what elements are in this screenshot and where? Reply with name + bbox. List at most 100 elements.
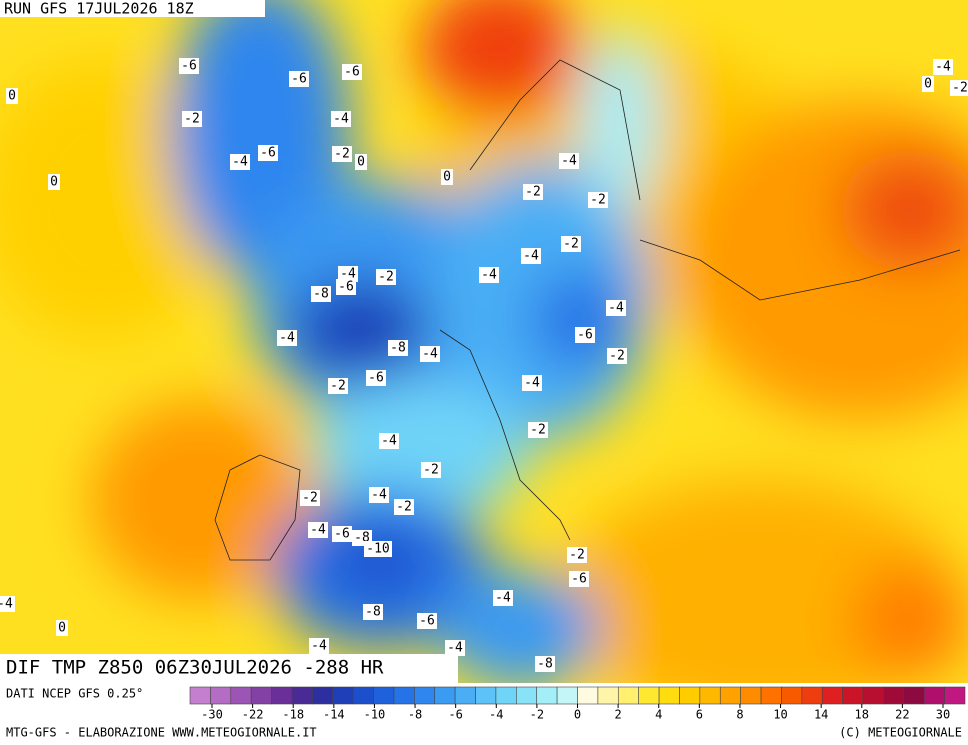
colorbar-tick-label: -30: [201, 708, 223, 722]
colorbar-swatch: [842, 686, 864, 705]
contour-label: -2: [609, 349, 625, 364]
contour-label: -6: [344, 65, 360, 80]
run-box: [0, 0, 265, 17]
contour-label: -4: [0, 597, 13, 612]
contour-label-box: [588, 192, 608, 208]
contour-label: -2: [569, 548, 585, 563]
colorbar-tick-label: 14: [814, 708, 828, 722]
contour-label-box: [331, 111, 351, 127]
contour-label-box: [311, 286, 331, 302]
contour-label: -4: [279, 331, 295, 346]
colorbar-tick-label: 2: [614, 708, 621, 722]
contour-label-box: [479, 267, 499, 283]
colorbar-swatch: [617, 686, 639, 705]
colorbar-swatch: [250, 686, 272, 705]
contour-label-box: [332, 146, 352, 162]
colorbar-swatch: [699, 686, 721, 705]
contour-label-box: [493, 590, 513, 606]
contour-label-box: [521, 248, 541, 264]
colorbar-swatch: [332, 686, 354, 705]
contour-label: -8: [537, 657, 553, 672]
colorbar-swatch: [414, 686, 436, 705]
contour-label: -2: [302, 491, 318, 506]
contour-label-box: [950, 80, 968, 96]
contour-label-box: [258, 145, 278, 161]
colorbar-tick-label: -14: [323, 708, 345, 722]
colorbar-tick-label: 18: [855, 708, 869, 722]
contour-label: -8: [390, 341, 406, 356]
contour-label: -6: [419, 614, 435, 629]
contour-label-box: [421, 462, 441, 478]
contour-label-box: [388, 340, 408, 356]
contour-label-box: [445, 640, 465, 656]
colorbar-swatch: [801, 686, 823, 705]
coastline: [214, 59, 961, 561]
source-label: DATI NCEP GFS 0.25°: [6, 687, 143, 701]
contour-label: 0: [357, 155, 365, 170]
colorbar-swatch: [271, 686, 293, 705]
contour-label-box: [277, 330, 297, 346]
contour-label-box: [363, 604, 383, 620]
colorbar-swatch: [291, 686, 313, 705]
contour-label-box: [6, 88, 18, 104]
colorbar-tick-label: 4: [655, 708, 662, 722]
contour-label: -2: [330, 379, 346, 394]
colorbar-swatch: [883, 686, 905, 705]
colorbar-swatch: [373, 686, 395, 705]
colorbar-swatch: [352, 686, 374, 705]
contour-label-box: [523, 184, 543, 200]
colorbar-swatch: [781, 686, 803, 705]
contour-label: -4: [935, 60, 951, 75]
contour-label: 0: [50, 175, 58, 190]
colorbar-swatch: [740, 686, 762, 705]
contour-label: -4: [523, 249, 539, 264]
contour-label-box: [379, 433, 399, 449]
contour-label: -4: [608, 301, 624, 316]
colorbar-swatch: [577, 686, 599, 705]
contour-label-box: [366, 370, 386, 386]
contour-label-box: [355, 154, 367, 170]
contour-label: 0: [8, 89, 16, 104]
contour-label-box: [933, 59, 953, 75]
map-title: DIF TMP Z850 06Z30JUL2026 -288 HR: [6, 657, 384, 679]
contour-label: -4: [340, 267, 356, 282]
colorbar-swatch: [516, 686, 538, 705]
contour-label-box: [417, 613, 437, 629]
contour-label-box: [328, 378, 348, 394]
colorbar-swatch: [393, 686, 415, 705]
colorbar-tick-label: 10: [773, 708, 787, 722]
colorbar-swatch: [658, 686, 680, 705]
contour-label: -8: [365, 605, 381, 620]
contour-label: -2: [184, 112, 200, 127]
colorbar-tick-label: -6: [448, 708, 462, 722]
colorbar-swatch: [434, 686, 456, 705]
contour-label-box: [394, 499, 414, 515]
colorbar-tick-label: -8: [408, 708, 422, 722]
colorbar-swatch: [454, 686, 476, 705]
contour-label: -2: [396, 500, 412, 515]
colorbar-tick-label: -10: [364, 708, 386, 722]
contour-label-box: [289, 71, 309, 87]
contour-label: 0: [924, 77, 932, 92]
contour-label: -6: [334, 527, 350, 542]
contour-label: -4: [524, 376, 540, 391]
contour-label: -4: [371, 488, 387, 503]
contour-label: -2: [530, 423, 546, 438]
map-field: [0, 0, 968, 683]
contour-label: -4: [422, 347, 438, 362]
contour-label: -4: [561, 154, 577, 169]
contour-label-box: [528, 422, 548, 438]
run-label: RUN GFS 17JUL2026 18Z: [4, 0, 194, 18]
contour-label-box: [561, 236, 581, 252]
colorbar-swatch: [923, 686, 945, 705]
contour-label: -2: [590, 193, 606, 208]
colorbar-swatch: [230, 686, 252, 705]
colorbar-swatch: [536, 686, 558, 705]
contour-label: -6: [181, 59, 197, 74]
contour-label: -4: [311, 639, 327, 654]
contour-label: -2: [952, 81, 968, 96]
contour-label-box: [332, 526, 352, 542]
contour-label: -10: [366, 542, 389, 557]
contour-label-box: [230, 154, 250, 170]
contour-label: -6: [260, 146, 276, 161]
